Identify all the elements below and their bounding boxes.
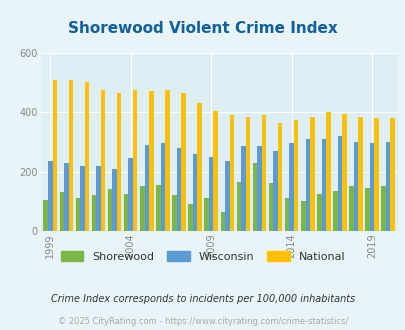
- Bar: [75, 198, 80, 231]
- Bar: [341, 114, 346, 231]
- Bar: [385, 142, 390, 231]
- Bar: [112, 169, 117, 231]
- Bar: [100, 90, 105, 231]
- Bar: [268, 183, 273, 231]
- Bar: [289, 143, 293, 231]
- Bar: [144, 145, 149, 231]
- Bar: [181, 93, 185, 231]
- Bar: [369, 143, 373, 231]
- Bar: [165, 90, 169, 231]
- Bar: [149, 91, 153, 231]
- Bar: [117, 93, 121, 231]
- Bar: [48, 161, 52, 231]
- Bar: [172, 195, 176, 231]
- Bar: [224, 161, 229, 231]
- Bar: [220, 212, 224, 231]
- Bar: [241, 146, 245, 231]
- Bar: [176, 148, 181, 231]
- Bar: [213, 111, 217, 231]
- Bar: [133, 90, 137, 231]
- Bar: [309, 116, 314, 231]
- Bar: [64, 163, 68, 231]
- Bar: [333, 191, 337, 231]
- Bar: [188, 204, 192, 231]
- Bar: [108, 189, 112, 231]
- Text: Crime Index corresponds to incidents per 100,000 inhabitants: Crime Index corresponds to incidents per…: [51, 294, 354, 304]
- Bar: [357, 116, 362, 231]
- Bar: [236, 182, 241, 231]
- Bar: [60, 192, 64, 231]
- Bar: [96, 166, 100, 231]
- Bar: [277, 122, 281, 231]
- Bar: [160, 143, 165, 231]
- Bar: [124, 194, 128, 231]
- Bar: [128, 158, 133, 231]
- Bar: [43, 200, 48, 231]
- Bar: [261, 115, 266, 231]
- Bar: [245, 116, 249, 231]
- Legend: Shorewood, Wisconsin, National: Shorewood, Wisconsin, National: [56, 247, 349, 267]
- Bar: [80, 166, 85, 231]
- Bar: [273, 151, 277, 231]
- Bar: [337, 136, 341, 231]
- Bar: [325, 112, 330, 231]
- Bar: [373, 118, 378, 231]
- Bar: [229, 115, 233, 231]
- Bar: [204, 198, 209, 231]
- Bar: [252, 163, 257, 231]
- Bar: [209, 157, 213, 231]
- Bar: [353, 142, 357, 231]
- Bar: [140, 186, 144, 231]
- Bar: [300, 201, 305, 231]
- Text: Shorewood Violent Crime Index: Shorewood Violent Crime Index: [68, 20, 337, 36]
- Bar: [321, 139, 325, 231]
- Bar: [348, 186, 353, 231]
- Text: © 2025 CityRating.com - https://www.cityrating.com/crime-statistics/: © 2025 CityRating.com - https://www.city…: [58, 317, 347, 326]
- Bar: [305, 139, 309, 231]
- Bar: [316, 194, 321, 231]
- Bar: [192, 154, 197, 231]
- Bar: [156, 185, 160, 231]
- Bar: [257, 146, 261, 231]
- Bar: [390, 118, 394, 231]
- Bar: [364, 188, 369, 231]
- Bar: [284, 198, 289, 231]
- Bar: [92, 195, 96, 231]
- Bar: [85, 82, 89, 231]
- Bar: [68, 80, 73, 231]
- Bar: [197, 103, 201, 231]
- Bar: [293, 119, 298, 231]
- Bar: [52, 80, 57, 231]
- Bar: [381, 186, 385, 231]
